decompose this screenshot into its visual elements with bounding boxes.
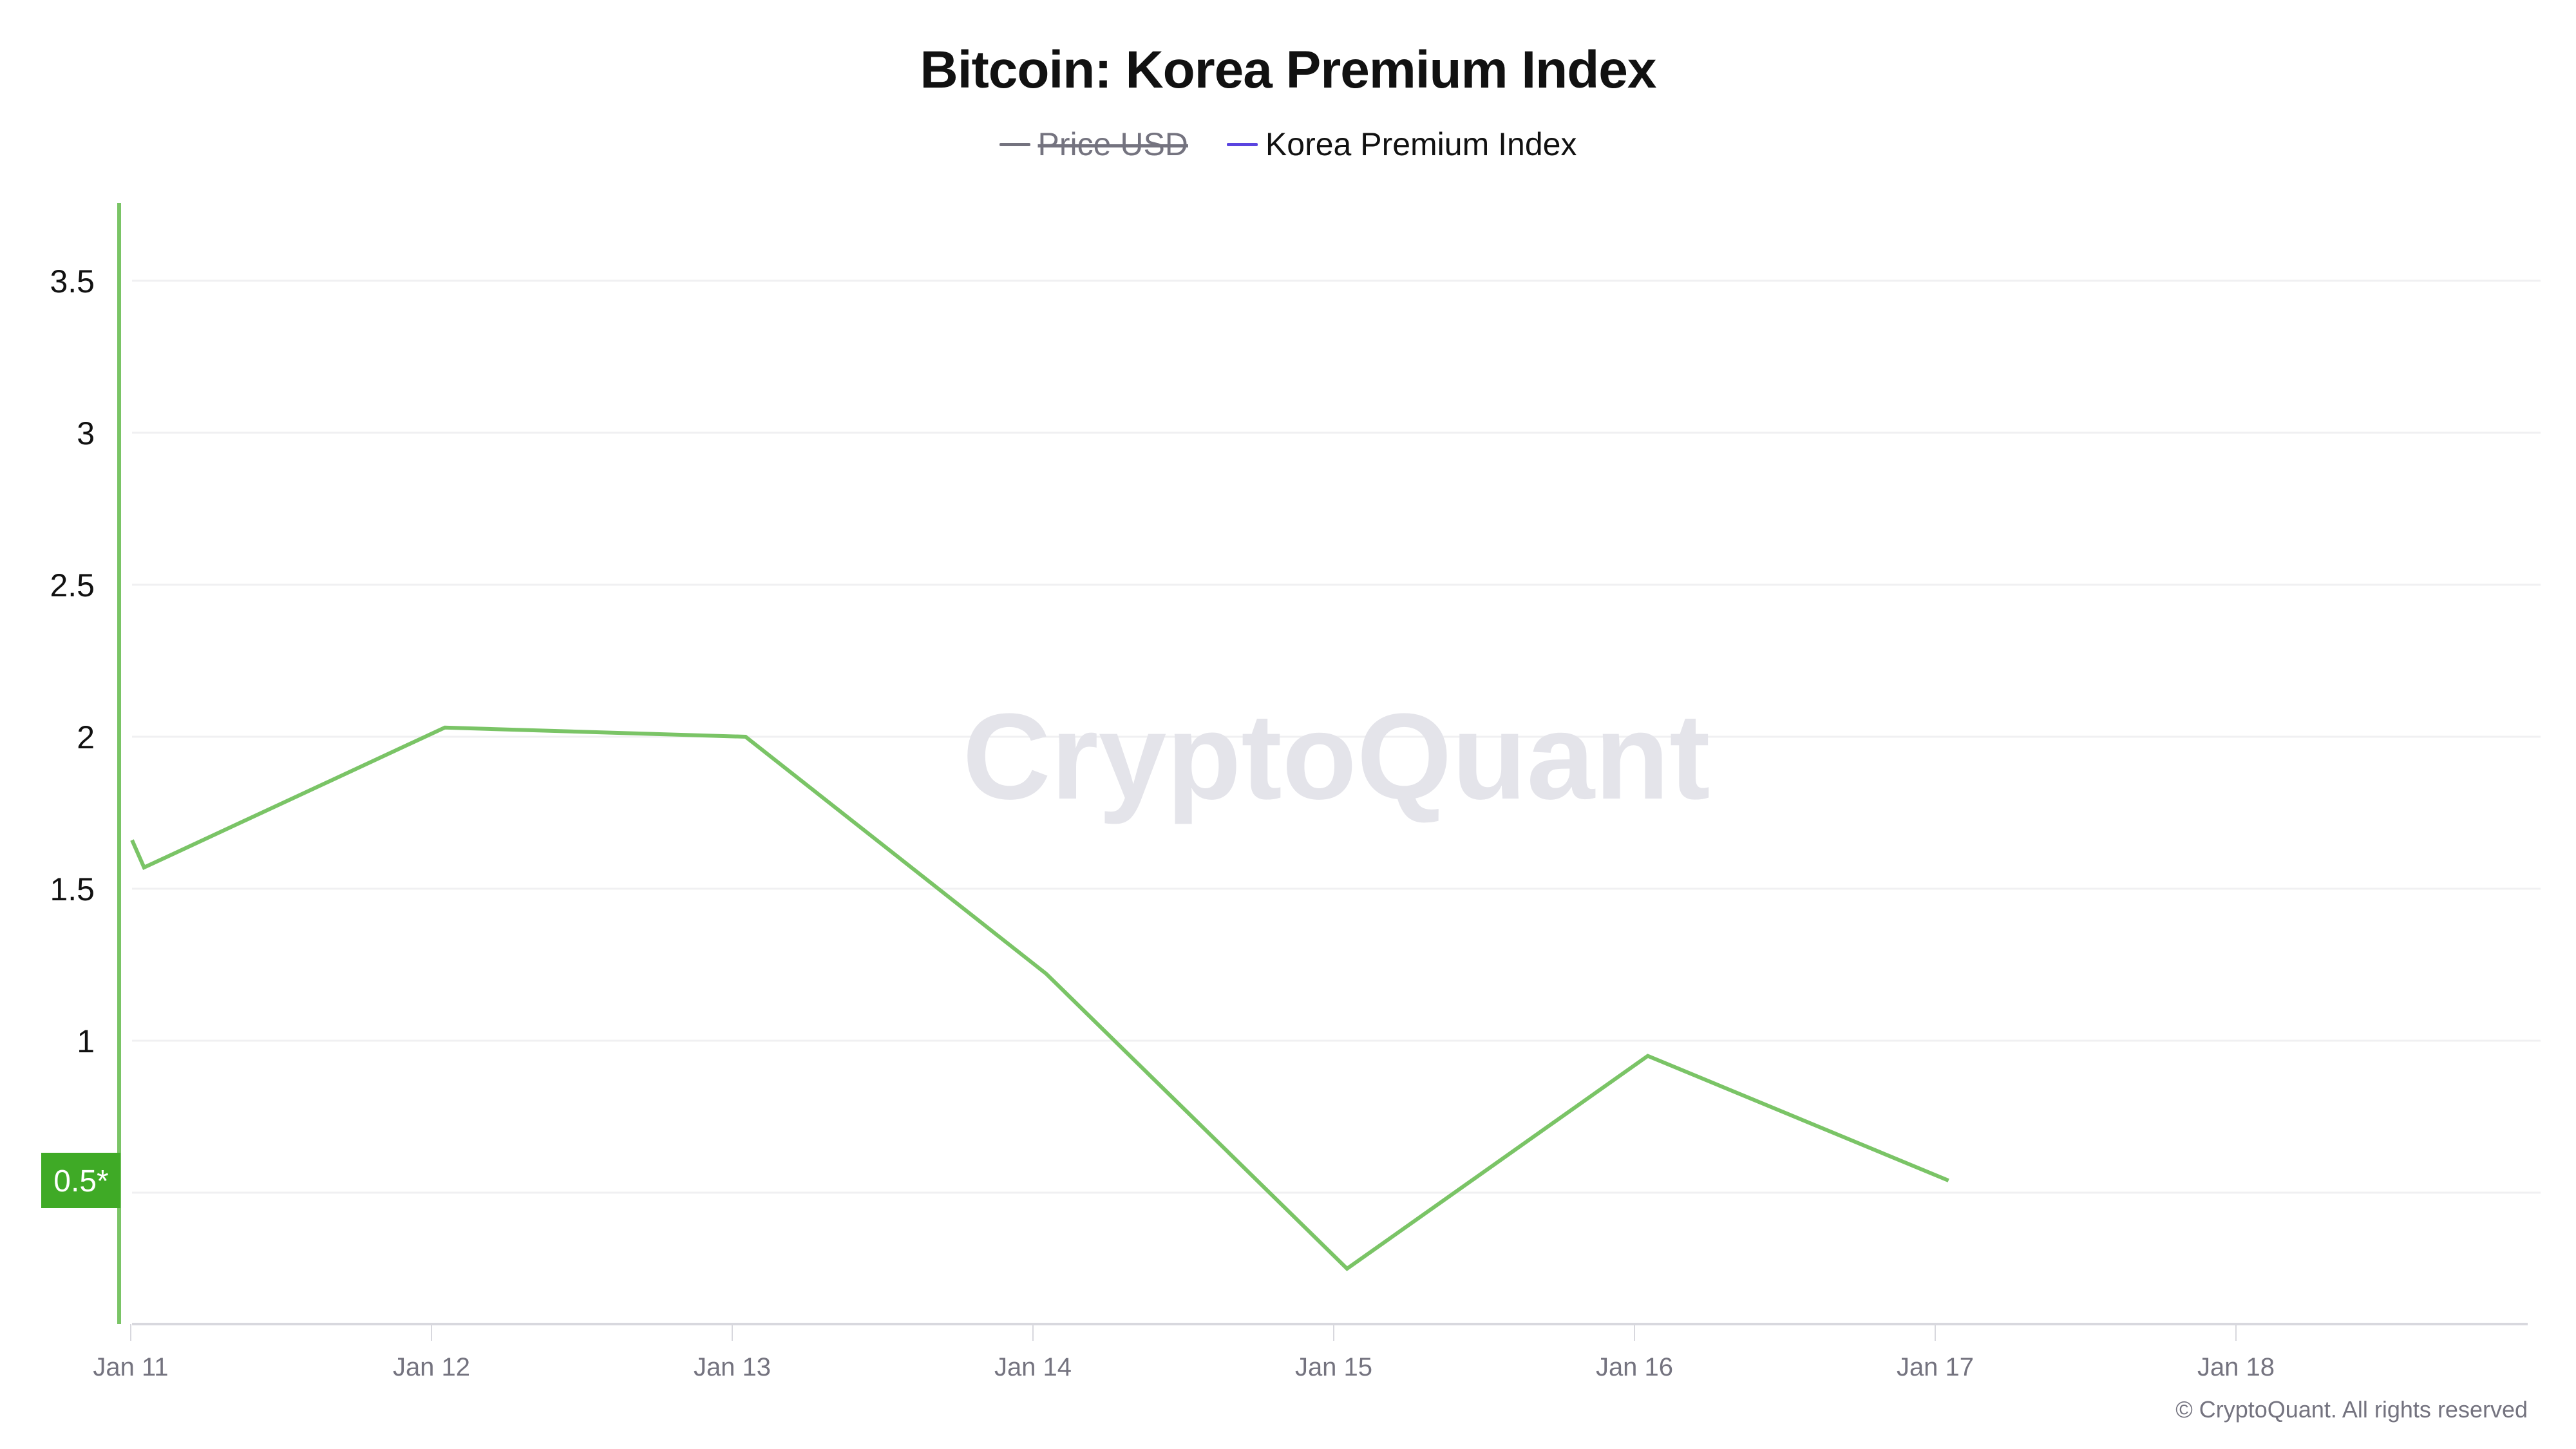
legend-label-korea-premium-index: Korea Premium Index: [1265, 126, 1577, 162]
chart-title: Bitcoin: Korea Premium Index: [920, 41, 1656, 99]
x-axis: Jan 11 Jan 12 Jan 13 Jan 14 Jan 15 Jan 16 Jan …: [93, 1323, 2528, 1381]
legend-item-price-usd[interactable]: Price USD: [999, 126, 1188, 163]
legend-item-korea-premium-index[interactable]: Korea Premium Index: [1226, 126, 1577, 163]
legend-swatch-korea-premium-index: [1226, 142, 1258, 146]
x-tick-label: Jan 15: [1295, 1353, 1372, 1381]
y-tick-label: 1.5: [50, 871, 95, 907]
y-tick-label: 2.5: [50, 567, 95, 603]
x-tick-label: Jan 11: [93, 1353, 168, 1381]
badge-label: 0.5*: [53, 1164, 108, 1198]
x-tick-label: Jan 18: [2197, 1353, 2275, 1381]
x-tick-label: Jan 17: [1897, 1353, 1974, 1381]
gridlines: [132, 279, 2541, 1194]
y-tick-label: 1: [77, 1023, 95, 1059]
copyright-notice: © CryptoQuant. All rights reserved: [2175, 1396, 2528, 1423]
y-axis-current-value-badge: 0.5*: [41, 1153, 120, 1208]
legend: Price USD Korea Premium Index: [0, 126, 2576, 163]
legend-swatch-price-usd: [999, 142, 1030, 146]
y-tick-label: 3.5: [50, 263, 95, 299]
y-tick-label: 2: [77, 719, 95, 755]
x-tick-label: Jan 12: [393, 1353, 470, 1381]
y-axis: 1 1.5 2 2.5 3 3.5: [50, 203, 121, 1324]
x-tick-label: Jan 16: [1596, 1353, 1673, 1381]
watermark: CryptoQuant: [962, 688, 1710, 825]
y-tick-label: 3: [77, 415, 95, 451]
x-tick-label: Jan 13: [694, 1353, 771, 1381]
x-tick-label: Jan 14: [994, 1353, 1072, 1381]
korea-premium-index-line[interactable]: [130, 725, 1949, 1271]
legend-label-price-usd: Price USD: [1037, 126, 1188, 162]
